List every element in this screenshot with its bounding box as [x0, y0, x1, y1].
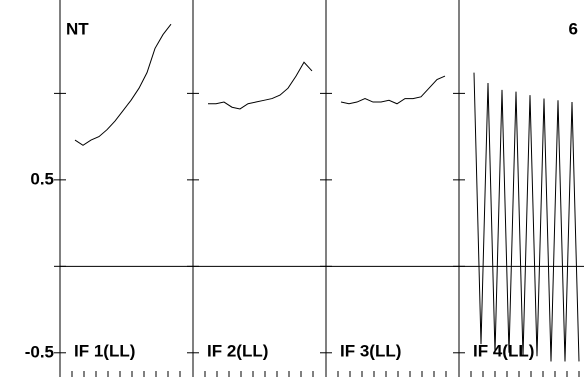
panel-label: IF 4(LL)	[473, 341, 534, 360]
y-tick-label: -0.5	[25, 342, 54, 361]
y-tick-label: 0.5	[30, 169, 54, 188]
panel-label: IF 3(LL)	[340, 341, 401, 360]
series-line	[74, 23, 172, 146]
annotation: 6	[569, 19, 578, 38]
series-line	[473, 72, 580, 362]
series-line	[208, 61, 313, 110]
series-line	[340, 75, 446, 105]
panel-label: IF 1(LL)	[74, 341, 135, 360]
panel-label: IF 2(LL)	[207, 341, 268, 360]
chart-title: NT	[66, 19, 89, 38]
